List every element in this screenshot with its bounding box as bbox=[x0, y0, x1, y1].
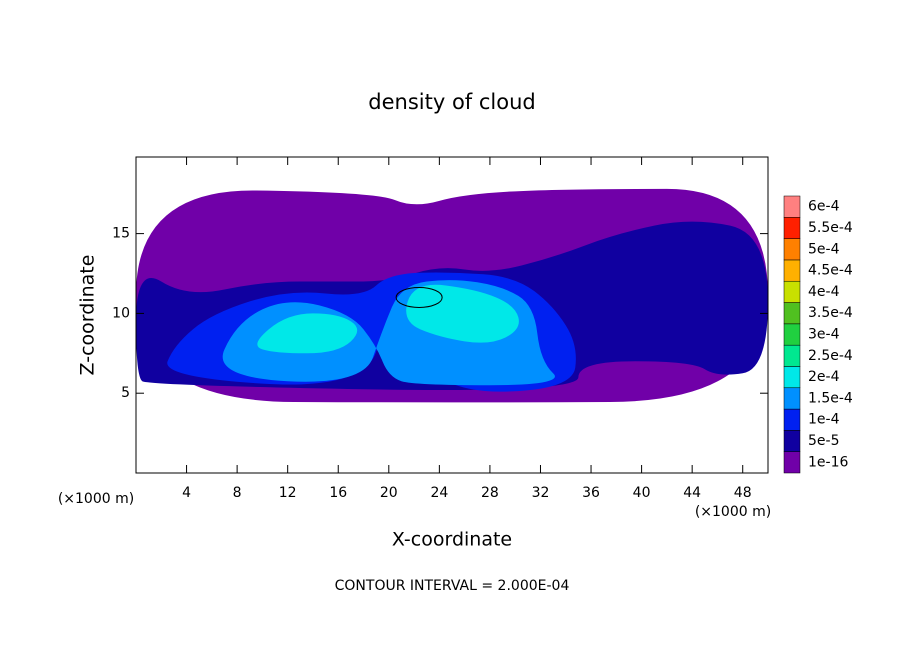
colorbar-label: 4.5e-4 bbox=[808, 263, 853, 279]
x-tick-label: 32 bbox=[532, 485, 550, 501]
x-tick-label: 20 bbox=[380, 485, 398, 501]
field bbox=[136, 188, 768, 403]
colorbar-label: 5e-4 bbox=[808, 241, 840, 257]
colorbar-band bbox=[783, 195, 801, 218]
contour-region bbox=[257, 313, 358, 354]
colorbar-label: 3.5e-4 bbox=[808, 305, 853, 321]
colorbar-band bbox=[783, 302, 801, 325]
colorbar-band bbox=[783, 366, 801, 389]
colorbar-band bbox=[783, 280, 801, 303]
colorbar-label: 5.5e-4 bbox=[808, 220, 853, 236]
colorbar-label: 1.5e-4 bbox=[808, 390, 853, 406]
plot-frame bbox=[135, 156, 769, 474]
colorbar-band bbox=[783, 451, 801, 474]
colorbar-label: 5e-5 bbox=[808, 433, 839, 449]
x-tick-label: 8 bbox=[233, 485, 242, 501]
colorbar-band bbox=[783, 259, 801, 282]
contour-region bbox=[406, 284, 519, 343]
colorbar-band bbox=[783, 408, 801, 431]
contour-line bbox=[395, 286, 443, 308]
x-tick-label: 40 bbox=[633, 485, 651, 501]
x-tick-label: 24 bbox=[430, 485, 448, 501]
colorbar-label: 3e-4 bbox=[808, 327, 840, 343]
colorbar-band bbox=[783, 323, 801, 346]
x-tick-label: 36 bbox=[582, 485, 600, 501]
x-tick-label: 28 bbox=[481, 485, 499, 501]
y-tick-label: 10 bbox=[112, 305, 130, 321]
annotation: CONTOUR INTERVAL = 2.000E-04 bbox=[335, 578, 570, 594]
colorbar-label: 6e-4 bbox=[808, 199, 840, 215]
colorbar-band bbox=[783, 217, 801, 239]
x-tick-label: 12 bbox=[279, 485, 297, 501]
colorbar-band bbox=[783, 430, 801, 452]
colorbar-label: 2.5e-4 bbox=[808, 348, 853, 364]
colorbar-label: 4e-4 bbox=[808, 284, 840, 300]
colorbar-band bbox=[783, 238, 801, 261]
colorbar-band bbox=[783, 387, 801, 410]
x-tick-label: 48 bbox=[734, 485, 752, 501]
x-tick-label: 44 bbox=[683, 485, 701, 501]
chart-title: density of cloud bbox=[368, 90, 535, 114]
y-tick-label: 15 bbox=[112, 226, 130, 242]
y-unit: (×1000 m) bbox=[58, 491, 134, 507]
x-unit: (×1000 m) bbox=[695, 504, 771, 520]
x-axis-label: X-coordinate bbox=[392, 529, 512, 551]
y-axis-label: Z-coordinate bbox=[77, 255, 99, 376]
colorbar-label: 1e-16 bbox=[808, 454, 848, 470]
y-tick-label: 5 bbox=[121, 385, 130, 401]
colorbar-band bbox=[783, 344, 801, 367]
colorbar-label: 2e-4 bbox=[808, 369, 840, 385]
x-tick-label: 4 bbox=[182, 485, 191, 501]
x-tick-label: 16 bbox=[329, 485, 347, 501]
colorbar-label: 1e-4 bbox=[808, 412, 840, 428]
